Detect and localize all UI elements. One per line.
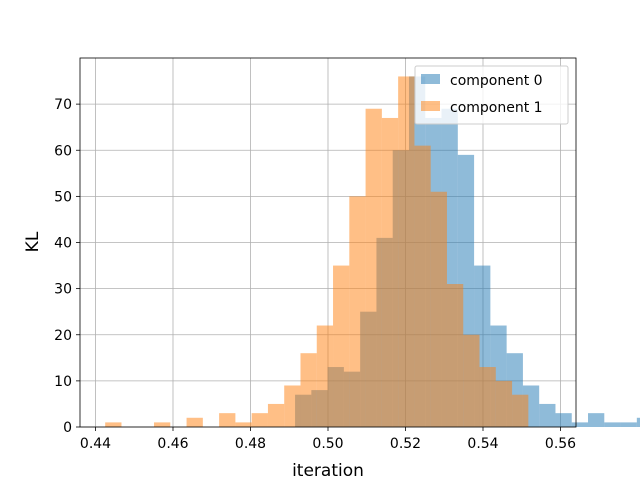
- histogram-bar-component-1: [349, 196, 366, 427]
- x-tick-label: 0.52: [390, 436, 421, 452]
- histogram-bar-component-1: [105, 422, 122, 427]
- histogram-bar-component-1: [479, 367, 496, 427]
- histogram-bar-component-1: [284, 385, 301, 427]
- x-tick-label: 0.50: [312, 436, 343, 452]
- histogram-bar-component-1: [235, 422, 252, 427]
- y-tick-label: 40: [54, 236, 72, 252]
- y-tick-label: 70: [54, 97, 72, 113]
- y-tick-label: 60: [54, 143, 72, 159]
- x-tick-label: 0.54: [467, 436, 498, 452]
- histogram-bar-component-0: [620, 422, 637, 427]
- legend-label-component-0: component 0: [450, 73, 543, 89]
- y-tick-label: 20: [54, 328, 72, 344]
- y-tick-label: 0: [63, 420, 72, 436]
- legend-box: [414, 65, 569, 125]
- histogram-bar-component-0: [604, 422, 621, 427]
- histogram-bar-component-1: [300, 353, 317, 427]
- histogram-bar-component-1: [414, 145, 431, 427]
- histogram-bar-component-1: [446, 284, 464, 427]
- legend: component 0 component 1: [414, 65, 569, 125]
- histogram-bar-component-1: [316, 325, 334, 427]
- y-tick-label: 30: [54, 282, 72, 298]
- legend-swatch-component-1: [421, 101, 440, 111]
- histogram-bar-component-1: [365, 108, 382, 428]
- x-axis-title: iteration: [292, 461, 364, 480]
- histogram-bar-component-0: [539, 403, 556, 427]
- x-tick-label: 0.46: [157, 436, 188, 452]
- y-axis-title: KL: [23, 231, 43, 252]
- ticks-layer: 0.44 0.46 0.48 0.50 0.52 0.54 0.56 0 10 20 30 40 50 6…: [54, 97, 576, 452]
- histogram-bar-component-1: [219, 413, 236, 427]
- histogram-bar-component-1: [333, 265, 350, 427]
- histogram-bar-component-1: [495, 380, 513, 427]
- y-tick-label: 10: [54, 374, 72, 390]
- x-tick-label: 0.44: [80, 436, 111, 452]
- histogram-bar-component-0: [588, 413, 605, 427]
- legend-label-component-1: component 1: [450, 100, 543, 116]
- histogram-bar-component-0: [571, 422, 589, 427]
- histogram-bar-component-1: [463, 334, 480, 427]
- histogram-bar-component-1: [398, 76, 415, 427]
- histogram-bar-component-1: [251, 413, 268, 427]
- y-tick-label: 50: [54, 189, 72, 205]
- histogram-bar-component-1: [512, 394, 529, 427]
- histogram-bar-component-0: [555, 413, 572, 427]
- histogram-bar-component-0: [636, 417, 640, 427]
- histogram-bar-component-1: [430, 191, 447, 427]
- x-tick-label: 0.56: [545, 436, 576, 452]
- histogram-bar-component-1: [154, 422, 171, 427]
- legend-swatch-component-0: [421, 74, 440, 84]
- histogram-bar-component-1: [381, 117, 399, 428]
- histogram-bar-component-1: [267, 403, 285, 427]
- x-tick-label: 0.48: [235, 436, 266, 452]
- bars-layer: [105, 76, 640, 428]
- histogram-bar-component-1: [186, 417, 203, 427]
